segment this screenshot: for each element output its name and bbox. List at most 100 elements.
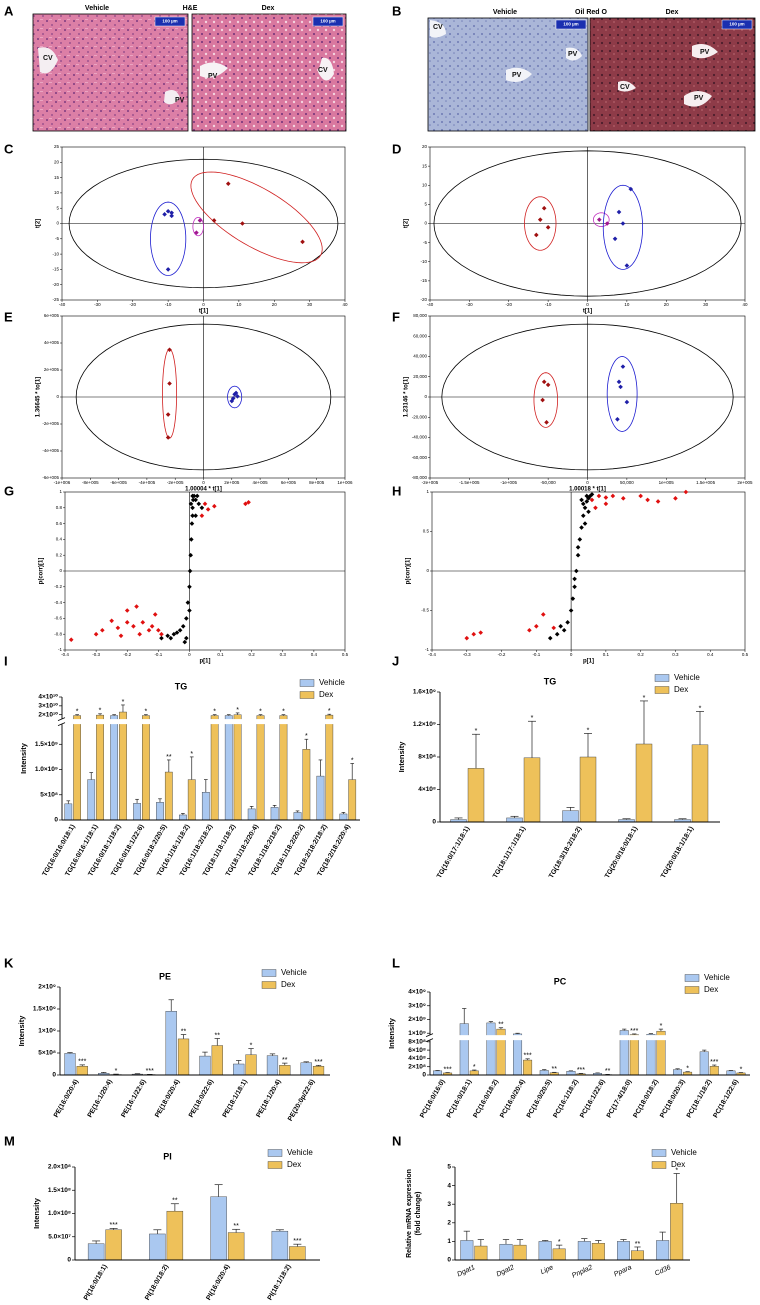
point: [187, 568, 193, 574]
group-label: Vehicle: [85, 5, 109, 12]
point: [212, 503, 217, 509]
bar: [566, 1071, 576, 1076]
x-tick-label: PC(16:0/18:2): [472, 1078, 500, 1119]
x-tick-label: -1e+005: [500, 480, 517, 485]
significance: ***: [630, 1028, 638, 1035]
y-tick-label: 20: [54, 159, 60, 164]
point: [638, 493, 643, 499]
significance: *: [475, 728, 478, 735]
x-tick-label: -10: [545, 302, 552, 307]
x-tick-label: 2e+005: [737, 480, 753, 485]
y-tick-label: 10: [422, 182, 428, 187]
significance: **: [635, 1241, 641, 1248]
vein: [164, 90, 180, 105]
stain-label: H&E: [183, 5, 198, 12]
x-tick-label: PC(18:1/18:2): [686, 1078, 714, 1119]
y-tick-label: 1.6×10⁹: [413, 689, 436, 696]
x-tick-label: -0.4: [61, 652, 69, 657]
bar: [165, 1011, 177, 1076]
bar: [279, 715, 288, 821]
point: [683, 489, 689, 495]
x-axis-label: t[1]: [583, 309, 592, 315]
y-tick-label: 2×10⁹: [408, 1016, 426, 1023]
x-tick-label: -30: [94, 302, 101, 307]
oil-red-image: [589, 17, 756, 132]
axis-break-mark: [425, 1038, 434, 1043]
bar: [325, 714, 334, 821]
y-tick-label: 8×10⁸: [418, 754, 436, 761]
y-tick-label: 2e+005: [44, 367, 60, 372]
ellipse: [441, 323, 734, 471]
point: [246, 499, 251, 505]
x-tick-label: 0.1: [217, 652, 224, 657]
y-tick-label: 15: [422, 163, 428, 168]
bar: [300, 1062, 312, 1076]
significance: *: [305, 733, 308, 740]
ellipse: [75, 323, 332, 471]
x-tick-label: -30: [466, 302, 473, 307]
x-tick-label: PI(16:0/18:1): [83, 1263, 109, 1301]
bar: [224, 715, 233, 821]
x-tick-label: PC(16:0/18:1): [446, 1078, 474, 1119]
bar: [646, 1034, 656, 1076]
bar: [552, 1248, 566, 1261]
y-tick-label: 5.0×10⁷: [48, 1233, 71, 1240]
y-tick-label: 4×10⁹: [408, 989, 426, 996]
bar: [105, 1229, 122, 1261]
significance: *: [328, 708, 331, 715]
scale-bar: [312, 16, 344, 27]
x-tick-label: 0.3: [280, 652, 287, 657]
point: [570, 596, 576, 601]
significance: *: [699, 705, 702, 712]
chart-title: PC: [554, 976, 567, 986]
point: [243, 501, 248, 507]
x-tick-label: PE(18:1/18:1): [221, 1078, 248, 1118]
bar: [270, 807, 279, 821]
significance: *: [190, 751, 193, 758]
y-tick-label: 8×10⁸: [408, 1039, 426, 1046]
y-tick-label: 1.5×10⁹: [35, 741, 58, 748]
x-axis-label: 1.00004 * t[1]: [185, 487, 222, 493]
point: [558, 624, 563, 629]
significance: **: [233, 1223, 239, 1230]
y-tick-label: 1.2×10⁹: [413, 721, 436, 728]
y-tick-label: -0.2: [54, 584, 62, 589]
scale-bar-label: 100 µm: [320, 19, 335, 24]
vessel-label: PV: [700, 49, 710, 56]
bar: [726, 1070, 736, 1076]
vein: [38, 47, 58, 74]
x-tick-label: 40: [742, 302, 748, 307]
legend-label: Dex: [281, 980, 295, 989]
significance: *: [587, 727, 590, 734]
x-tick-label: 30: [307, 302, 313, 307]
bar: [631, 1250, 644, 1261]
vein: [430, 20, 446, 38]
x-tick-label: -1.5e+005: [459, 480, 480, 485]
y-tick-label: 1×10⁹: [408, 1030, 426, 1037]
y-tick-label: 1.0×10⁹: [35, 766, 58, 773]
x-tick-label: 6e+005: [281, 480, 297, 485]
bar: [110, 715, 119, 821]
significance: ***: [146, 1068, 154, 1075]
point: [68, 637, 74, 643]
vessel-label: PV: [208, 73, 218, 80]
significance: *: [259, 709, 262, 716]
x-tick-label: TG(20:0/18:1/18:1): [660, 825, 695, 879]
legend-label: Dex: [319, 690, 333, 699]
point: [225, 181, 231, 187]
bar: [119, 711, 127, 821]
y-tick-label: 2×10⁸: [408, 1063, 426, 1070]
x-tick-label: Ppara: [613, 1264, 633, 1278]
x-tick-label: TG(18:1/17:1/18:1): [492, 825, 527, 879]
x-tick-label: PC(16:1/22:6): [579, 1078, 607, 1119]
y-tick-label: -15: [420, 278, 427, 283]
y-tick-label: -0.8: [54, 631, 62, 636]
x-tick-label: -0.4: [428, 652, 436, 657]
point: [527, 627, 532, 633]
y-axis-label: Intensity: [19, 742, 28, 774]
ellipse: [227, 385, 243, 409]
y-tick-label: 20: [422, 144, 428, 149]
y-tick-label: 1: [447, 1238, 451, 1245]
point: [180, 624, 186, 629]
panel-letter: K: [4, 955, 14, 970]
